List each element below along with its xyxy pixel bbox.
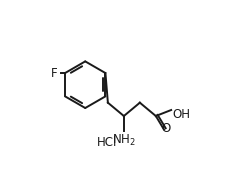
Text: F: F [50, 67, 57, 80]
Text: NH$_2$: NH$_2$ [112, 133, 135, 148]
Text: OH: OH [172, 107, 190, 121]
Text: O: O [161, 122, 170, 135]
Text: HCl: HCl [97, 136, 117, 149]
